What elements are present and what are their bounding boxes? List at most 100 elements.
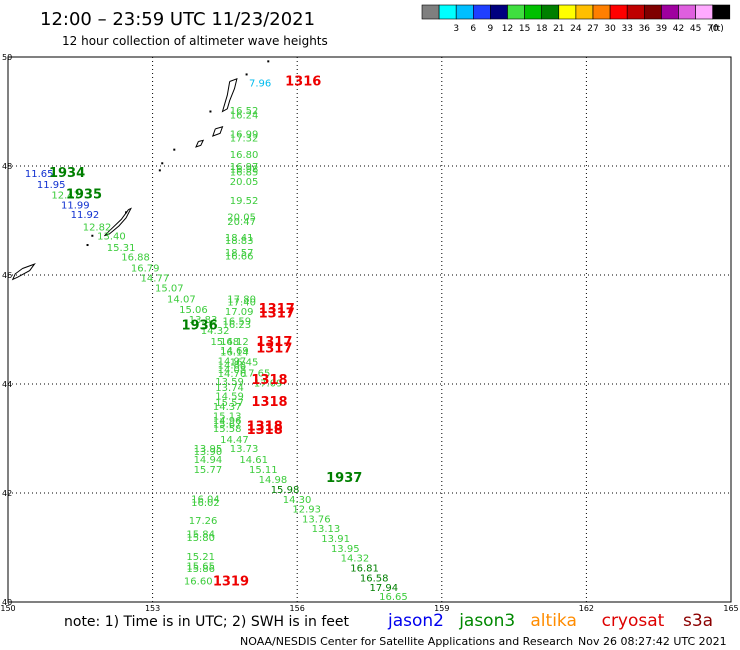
wave-height-label: 16.24 [230, 111, 259, 122]
wave-height-label: 16.02 [191, 498, 220, 509]
wave-height-label: 15.58 [213, 424, 242, 435]
legend-swatch [712, 4, 731, 20]
wave-height-label: 15.65 [186, 561, 215, 572]
wave-height-label: 17.09 [225, 307, 254, 318]
wave-height-label: 16.52 [230, 106, 259, 117]
time-label: 1935 [66, 188, 102, 203]
y-tick-label: 50 [2, 53, 12, 62]
x-tick-label: 153 [145, 604, 160, 613]
wave-height-label: 15.31 [107, 243, 136, 254]
wave-height-label: 16.59 [222, 317, 251, 328]
y-tick-label: 46 [2, 271, 12, 280]
wave-height-label: 14.30 [283, 495, 312, 506]
island-dot [267, 60, 270, 63]
wave-height-label: 15.98 [271, 485, 300, 496]
wave-height-label: 20.05 [230, 177, 259, 188]
time-label: 1317 [256, 335, 292, 350]
wave-height-label: 17.40 [227, 298, 256, 309]
wave-height-label: 13.73 [230, 444, 259, 455]
legend-swatch [626, 4, 645, 20]
time-label: 1937 [326, 471, 362, 486]
time-label: 1317 [259, 307, 295, 322]
wave-height-label: 19.52 [230, 196, 259, 207]
legend-label: 45 [690, 24, 701, 34]
wave-height-label: 14.37 [213, 402, 242, 413]
wave-height-label: 15.13 [213, 411, 242, 422]
wave-height-label: 15.68 [210, 337, 239, 348]
wave-height-label: 17.65 [242, 368, 271, 379]
wave-height-label: 14.88 [218, 361, 247, 372]
wave-height-label: 15.77 [194, 465, 223, 476]
legend-swatch [609, 4, 628, 20]
island-outline [11, 263, 36, 281]
time-label: 1934 [49, 166, 85, 181]
wave-height-label: 14.77 [141, 274, 170, 285]
wave-height-label: 15.57 [215, 398, 244, 409]
wave-height-label: 14.32 [201, 326, 230, 337]
time-label: 1317 [256, 341, 292, 356]
x-tick-label: 159 [434, 604, 449, 613]
wave-height-label: 17.80 [227, 294, 256, 305]
legend-label: 33 [621, 24, 632, 34]
legend-label: 15 [519, 24, 530, 34]
wave-height-label: 15.67 [213, 420, 242, 431]
island-dot [173, 148, 176, 151]
wave-height-label: 16.81 [350, 563, 379, 574]
wave-height-label: 13.83 [189, 315, 218, 326]
legend-swatch [438, 4, 457, 20]
legend-label: 70 [707, 24, 719, 34]
island-dot [91, 234, 94, 237]
legend-swatch [490, 4, 508, 20]
satellite-legend-jason3: jason3 [458, 611, 515, 631]
wave-height-label: 18.83 [225, 236, 254, 247]
satellite-legend-altika: altika [530, 611, 577, 631]
satellite-legend-jason2: jason2 [387, 611, 444, 631]
wave-height-label: 13.95 [331, 544, 360, 555]
x-tick-label: 162 [579, 604, 594, 613]
wave-height-label: 20.47 [227, 217, 256, 228]
wave-height-label: 14.94 [194, 455, 223, 466]
wave-height-label: 16.85 [230, 167, 259, 178]
wave-height-label: 14.98 [259, 475, 288, 486]
island-dot [125, 211, 128, 214]
x-tick-label: 150 [0, 604, 15, 613]
legend-swatch [558, 4, 577, 20]
island-dot [158, 169, 161, 172]
legend-label: 21 [553, 24, 564, 34]
x-tick-label: 165 [723, 604, 738, 613]
satellite-legend: jason2 jason3 altika cryosat s3a [387, 611, 713, 631]
legend-label: 39 [656, 24, 668, 34]
x-tick-label: 156 [290, 604, 305, 613]
wave-height-label: 14.47 [220, 435, 249, 446]
wave-height-label: 13.95 [194, 444, 223, 455]
wave-height-label: 13.91 [321, 534, 350, 545]
legend-label: 9 [488, 24, 494, 34]
legend-swatch [575, 4, 594, 20]
legend-swatch [643, 4, 662, 20]
wave-height-label: 13.74 [215, 383, 244, 394]
footer-timestamp: Nov 26 08:27:42 UTC 2021 [578, 635, 727, 648]
wave-height-label: 16.66 [225, 252, 254, 263]
legend-swatch [695, 4, 713, 20]
wave-height-label: 15.07 [155, 283, 184, 294]
time-label: 1318 [247, 419, 283, 434]
wave-height-label: 16.04 [191, 494, 220, 505]
wave-height-label: 12.82 [83, 222, 112, 233]
time-label: 1936 [182, 319, 218, 334]
island-dot [209, 110, 212, 113]
legend-label: 24 [570, 24, 582, 34]
color-scale-legend: 3 6 9 12 15 18 21 24 27 30 33 36 39 42 45 70(ft) [421, 4, 731, 34]
island-outline [211, 126, 224, 137]
legend-label: 30 [604, 24, 616, 34]
time-label: 1318 [247, 423, 283, 438]
wave-height-label: 7.96 [249, 78, 271, 89]
island-dot [245, 73, 248, 76]
wave-height-label: 11.92 [71, 210, 100, 221]
wave-height-label: 13.40 [97, 232, 126, 243]
wave-height-label: 16.58 [360, 573, 389, 584]
wave-height-label: 18.41 [225, 233, 254, 244]
legend-label: 42 [673, 24, 684, 34]
wave-height-label: 11.95 [37, 180, 66, 191]
footer-credit: NOAA/NESDIS Center for Satellite Applica… [240, 635, 573, 648]
wave-height-label: 15.06 [179, 305, 208, 316]
